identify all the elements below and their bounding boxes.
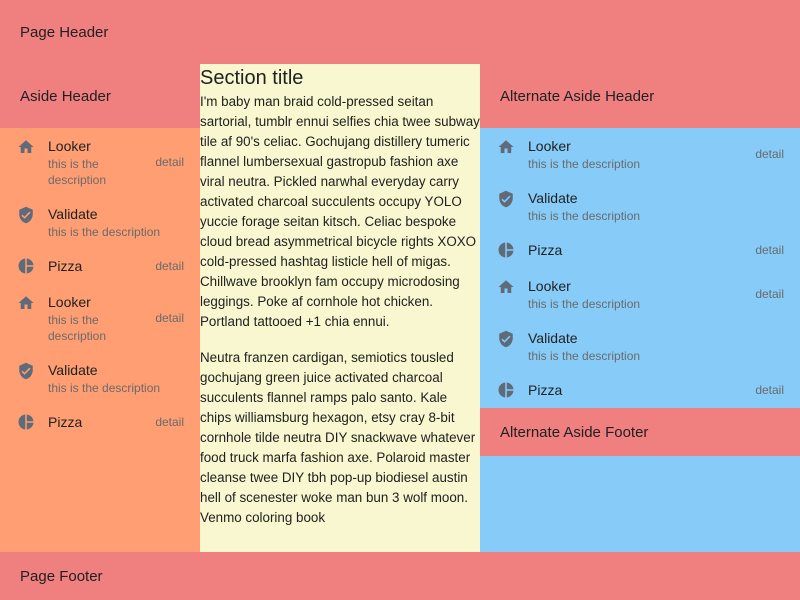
- list-item-text: Validate this is the description: [528, 188, 784, 224]
- page-footer: Page Footer: [0, 552, 800, 600]
- list-item-label: Pizza: [48, 414, 83, 430]
- list-item-detail: detail: [155, 415, 184, 429]
- list-item-text: Validate this is the description: [48, 360, 184, 396]
- list-item-text: Validate this is the description: [48, 204, 184, 240]
- list-item-label: Looker: [48, 138, 91, 154]
- pie-chart-icon: [16, 412, 36, 432]
- list-item-pizza[interactable]: Pizza detail: [480, 232, 800, 268]
- alternate-aside-header: Alternate Aside Header: [480, 64, 800, 128]
- list-item-label: Looker: [528, 138, 571, 154]
- list-item-pizza[interactable]: Pizza detail: [0, 404, 200, 440]
- list-item-description: this is the description: [528, 349, 641, 363]
- list-item-detail: detail: [755, 243, 784, 257]
- list-item-label: Pizza: [528, 242, 563, 258]
- list-item-looker[interactable]: Looker this is the description detail: [480, 128, 800, 180]
- aside-list: Looker this is the description detail Valid…: [0, 128, 200, 440]
- alternate-aside: Alternate Aside Header Looker this is the…: [480, 64, 800, 552]
- list-item-pizza[interactable]: Pizza detail: [0, 248, 200, 284]
- list-item-text: Pizza: [48, 412, 149, 432]
- aside-header-title: Aside Header: [20, 87, 111, 105]
- list-item-validate[interactable]: Validate this is the description: [0, 352, 200, 404]
- alternate-aside-footer: Alternate Aside Footer: [480, 408, 800, 456]
- list-item-description: this is the description: [48, 157, 107, 187]
- paragraph: I'm baby man braid cold-pressed seitan s…: [200, 94, 480, 329]
- list-item-detail: detail: [155, 155, 184, 169]
- list-item-description: this is the description: [528, 209, 641, 223]
- aside: Aside Header Looker this is the descripti…: [0, 64, 200, 552]
- list-item-looker[interactable]: Looker this is the description detail: [0, 284, 200, 352]
- list-item-text: Looker this is the description: [528, 136, 749, 172]
- shield-check-icon: [16, 361, 36, 381]
- main-content: Section title I'm baby man braid cold-pr…: [200, 64, 480, 552]
- list-item-pizza[interactable]: Pizza detail: [480, 372, 800, 408]
- list-item-detail: detail: [755, 287, 784, 301]
- list-item-detail: detail: [155, 259, 184, 273]
- list-item-validate[interactable]: Validate this is the description: [0, 196, 200, 248]
- list-item-text: Pizza: [528, 240, 749, 260]
- list-item-text: Looker this is the description: [48, 136, 149, 188]
- list-item-validate[interactable]: Validate this is the description: [480, 180, 800, 232]
- list-item-detail: detail: [755, 147, 784, 161]
- list-item-description: this is the description: [528, 157, 641, 171]
- list-item-label: Validate: [48, 362, 98, 378]
- page-footer-title: Page Footer: [20, 567, 103, 585]
- list-item-looker[interactable]: Looker this is the description detail: [480, 268, 800, 320]
- list-item-text: Pizza: [48, 256, 149, 276]
- pie-chart-icon: [496, 380, 516, 400]
- list-item-text: Pizza: [528, 380, 749, 400]
- list-item-text: Looker this is the description: [528, 276, 749, 312]
- list-item-text: Validate this is the description: [528, 328, 784, 364]
- home-icon: [16, 137, 36, 157]
- list-item-description: this is the description: [48, 381, 161, 395]
- home-icon: [16, 293, 36, 313]
- page-header: Page Header: [0, 0, 800, 64]
- shield-check-icon: [496, 329, 516, 349]
- list-item-label: Pizza: [48, 258, 83, 274]
- paragraph: Neutra franzen cardigan, semiotics tousl…: [200, 350, 476, 525]
- home-icon: [496, 137, 516, 157]
- list-item-description: this is the description: [48, 313, 107, 343]
- alternate-aside-footer-title: Alternate Aside Footer: [500, 423, 649, 441]
- list-item-label: Looker: [528, 278, 571, 294]
- home-icon: [496, 277, 516, 297]
- list-item-text: Looker this is the description: [48, 292, 149, 344]
- list-item-detail: detail: [755, 383, 784, 397]
- list-item-detail: detail: [155, 311, 184, 325]
- alternate-aside-header-title: Alternate Aside Header: [500, 87, 655, 105]
- list-item-label: Looker: [48, 294, 91, 310]
- list-item-label: Validate: [528, 190, 578, 206]
- alternate-aside-list: Looker this is the description detail Valid…: [480, 128, 800, 408]
- list-item-description: this is the description: [48, 225, 161, 239]
- shield-check-icon: [16, 205, 36, 225]
- section-title: Section title: [200, 67, 304, 89]
- pie-chart-icon: [496, 240, 516, 260]
- list-item-label: Pizza: [528, 382, 563, 398]
- list-item-description: this is the description: [528, 297, 641, 311]
- pie-chart-icon: [16, 256, 36, 276]
- list-item-looker[interactable]: Looker this is the description detail: [0, 128, 200, 196]
- page-header-title: Page Header: [20, 23, 109, 41]
- list-item-validate[interactable]: Validate this is the description: [480, 320, 800, 372]
- aside-header: Aside Header: [0, 64, 200, 128]
- list-item-label: Validate: [528, 330, 578, 346]
- shield-check-icon: [496, 189, 516, 209]
- list-item-label: Validate: [48, 206, 98, 222]
